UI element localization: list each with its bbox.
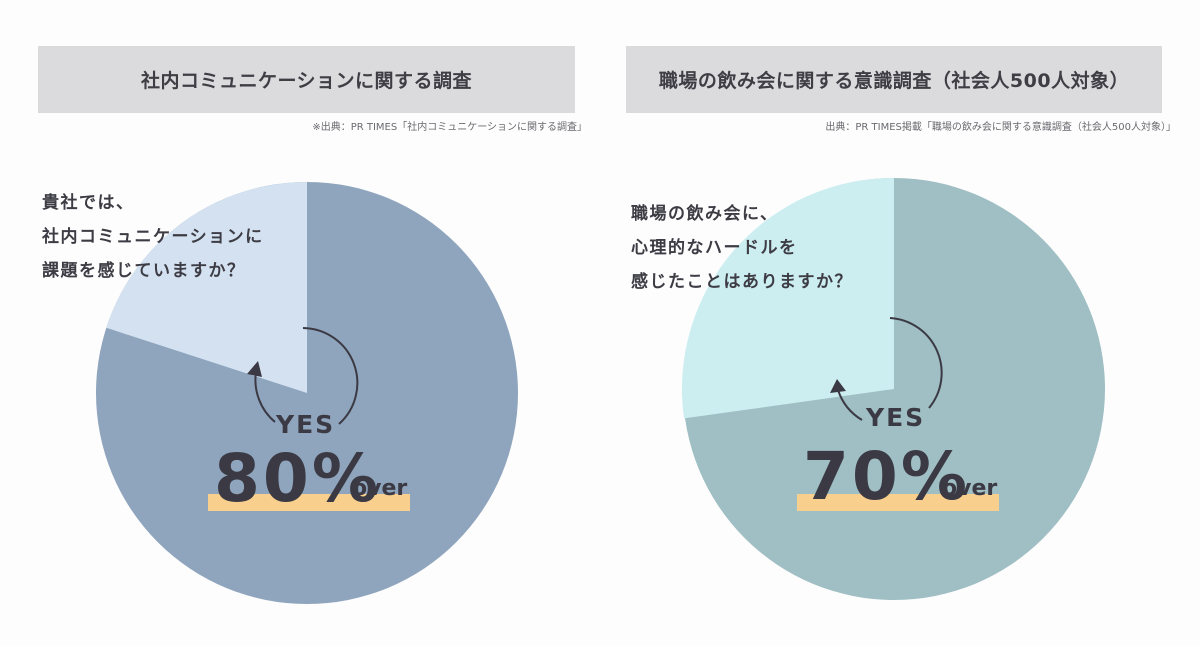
right-question: 職場の飲み会に、 心理的なハードルを 感じたことはありますか？	[631, 197, 853, 299]
right-highlight-bar	[797, 494, 999, 511]
right-pie	[681, 177, 1105, 600]
right-arrow-head-icon	[830, 379, 846, 393]
left-arrow-tail	[254, 371, 276, 423]
right-percent-value: 70%	[803, 438, 970, 515]
left-source-note: ※出典：PR TIMES「社内コミュニケーションに関する調査」	[312, 122, 587, 133]
right-chart-title: 職場の飲み会に関する意識調査（社会人500人対象）	[626, 46, 1162, 113]
right-pie-other-slice	[681, 177, 894, 419]
left-chart-title: 社内コミュニケーションに関する調査	[38, 46, 575, 113]
left-question-line: 課題を感じていますか？	[42, 261, 246, 281]
right-over-label: over	[942, 476, 998, 501]
left-yes-label: YES	[276, 410, 336, 439]
left-arrow-arc	[302, 327, 359, 425]
right-question-line: 心理的なハードルを	[631, 238, 798, 258]
right-yes-label: YES	[866, 403, 926, 432]
right-question-line: 職場の飲み会に、	[631, 204, 779, 224]
left-arrow-head-icon	[247, 361, 262, 377]
right-arrow-tail	[837, 389, 863, 421]
left-over-label: over	[352, 476, 408, 501]
left-pie-other-slice	[106, 182, 307, 393]
left-question-line: 貴社では、	[42, 193, 135, 213]
right-arrow-arc	[889, 317, 943, 409]
left-question-line: 社内コミュニケーションに	[42, 227, 264, 247]
right-question-line: 感じたことはありますか？	[631, 272, 853, 292]
left-question: 貴社では、 社内コミュニケーションに 課題を感じていますか？	[42, 186, 264, 288]
left-pie	[96, 182, 518, 604]
left-highlight-bar	[208, 494, 410, 511]
left-title-text: 社内コミュニケーションに関する調査	[140, 70, 473, 92]
left-percent-value: 80%	[214, 440, 381, 517]
right-title-text: 職場の飲み会に関する意識調査（社会人500人対象）	[658, 70, 1130, 92]
right-source-note: 出典：PR TIMES掲載「職場の飲み会に関する意識調査（社会人500人対象）」	[825, 122, 1176, 133]
